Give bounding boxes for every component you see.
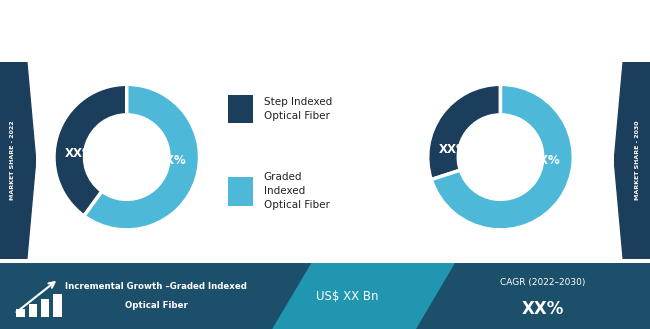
FancyBboxPatch shape bbox=[41, 299, 49, 317]
Polygon shape bbox=[614, 62, 650, 259]
Polygon shape bbox=[273, 263, 455, 329]
FancyBboxPatch shape bbox=[228, 95, 253, 123]
Text: MARKET SHARE - 2022: MARKET SHARE - 2022 bbox=[10, 120, 15, 200]
Wedge shape bbox=[428, 84, 501, 180]
Text: MARKET BY TYPE: MARKET BY TYPE bbox=[75, 21, 222, 36]
Wedge shape bbox=[431, 84, 573, 230]
Text: Optical Fiber: Optical Fiber bbox=[125, 301, 187, 311]
Text: XX%: XX% bbox=[531, 154, 560, 167]
Polygon shape bbox=[416, 263, 650, 329]
Text: Graded
Indexed
Optical Fiber: Graded Indexed Optical Fiber bbox=[264, 172, 330, 210]
Text: US$ XX Bn: US$ XX Bn bbox=[317, 290, 379, 303]
Polygon shape bbox=[0, 263, 312, 329]
Text: XX%: XX% bbox=[157, 154, 187, 167]
Wedge shape bbox=[54, 84, 127, 216]
Wedge shape bbox=[84, 84, 200, 230]
Text: XX%: XX% bbox=[438, 143, 468, 156]
FancyBboxPatch shape bbox=[228, 177, 253, 206]
Text: MARKET SHARE - 2030: MARKET SHARE - 2030 bbox=[635, 121, 640, 200]
FancyBboxPatch shape bbox=[29, 304, 37, 317]
FancyBboxPatch shape bbox=[53, 293, 62, 317]
Text: CAGR (2022–2030): CAGR (2022–2030) bbox=[500, 278, 586, 288]
Polygon shape bbox=[0, 62, 36, 259]
Text: XX%: XX% bbox=[521, 300, 564, 318]
Text: Incremental Growth –Graded Indexed: Incremental Growth –Graded Indexed bbox=[65, 282, 247, 291]
Text: XX%: XX% bbox=[64, 147, 94, 160]
FancyBboxPatch shape bbox=[16, 310, 25, 317]
Text: Step Indexed
Optical Fiber: Step Indexed Optical Fiber bbox=[264, 97, 332, 121]
